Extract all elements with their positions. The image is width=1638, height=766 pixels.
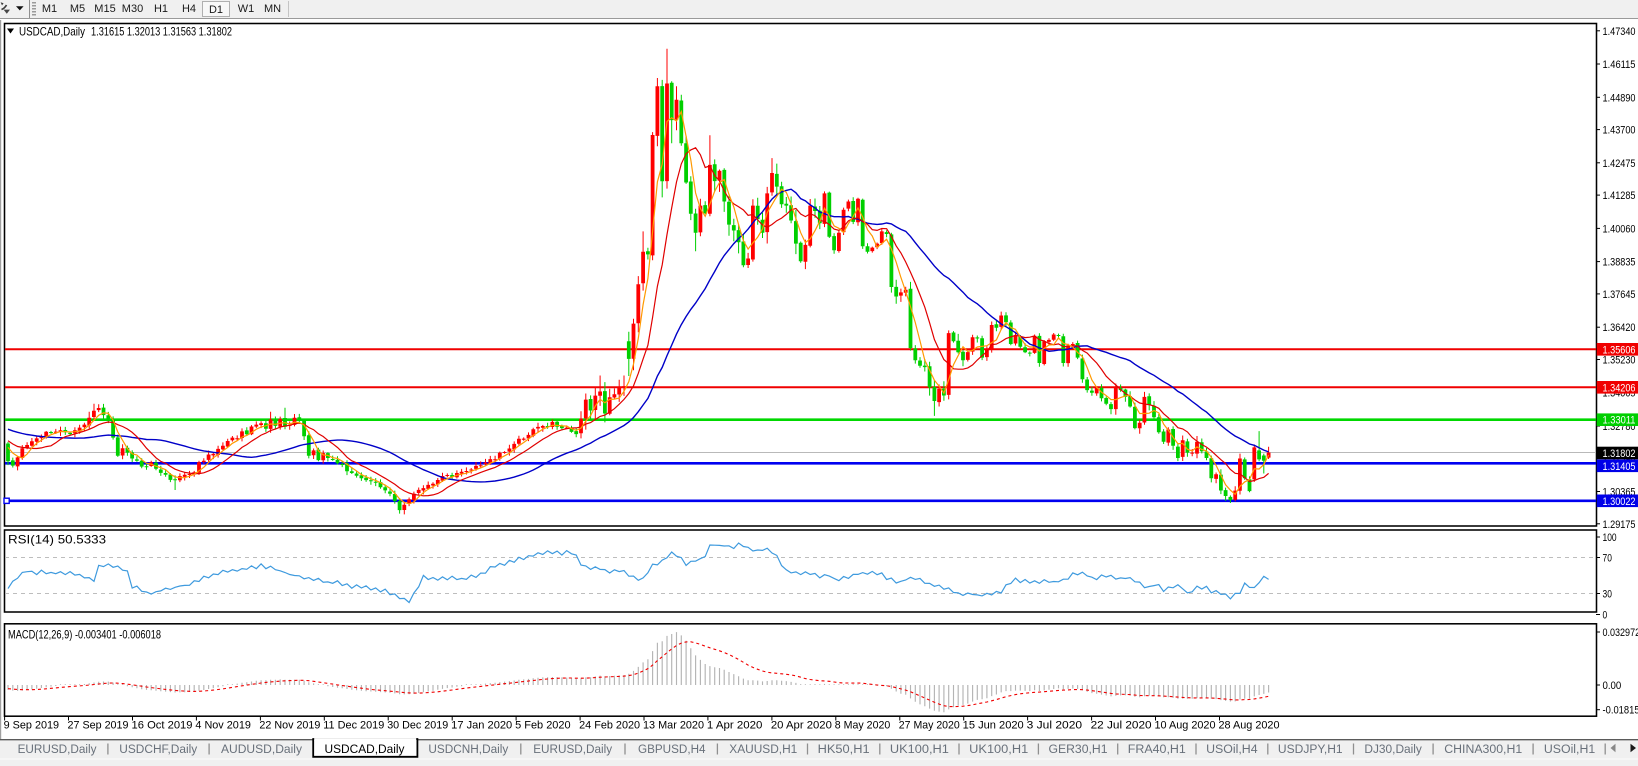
svg-text:1.31405: 1.31405 (1603, 461, 1636, 473)
svg-text:USOil,H4: USOil,H4 (1206, 742, 1258, 756)
svg-text:1.31615 1.32013 1.31563 1.3180: 1.31615 1.32013 1.31563 1.31802 (91, 24, 232, 38)
svg-text:RSI(14) 50.5333: RSI(14) 50.5333 (8, 533, 106, 547)
svg-text:27 Sep 2019: 27 Sep 2019 (68, 720, 129, 732)
svg-text:EURUSD,Daily: EURUSD,Daily (18, 742, 98, 756)
svg-text:USDJPY,H1: USDJPY,H1 (1278, 742, 1343, 756)
svg-text:16 Oct 2019: 16 Oct 2019 (132, 720, 193, 732)
svg-text:11 Dec 2019: 11 Dec 2019 (323, 720, 384, 732)
svg-text:HK50,H1: HK50,H1 (818, 742, 870, 756)
svg-text:MACD(12,26,9) -0.003401 -0.006: MACD(12,26,9) -0.003401 -0.006018 (8, 628, 161, 642)
svg-text:GER30,H1: GER30,H1 (1049, 742, 1108, 756)
svg-text:-0.018154: -0.018154 (1603, 705, 1638, 717)
svg-text:DJ30,Daily: DJ30,Daily (1364, 742, 1422, 756)
svg-text:1.38835: 1.38835 (1603, 257, 1636, 269)
svg-text:0.032972: 0.032972 (1603, 627, 1638, 639)
svg-text:3 Jul 2020: 3 Jul 2020 (1027, 720, 1083, 732)
svg-text:8 May 2020: 8 May 2020 (835, 720, 891, 732)
svg-text:1.31802: 1.31802 (1603, 448, 1636, 460)
svg-text:4 Nov 2019: 4 Nov 2019 (195, 720, 251, 732)
svg-text:USDCAD,Daily: USDCAD,Daily (325, 742, 406, 756)
svg-text:22 Nov 2019: 22 Nov 2019 (259, 720, 320, 732)
svg-text:1.47340: 1.47340 (1603, 26, 1636, 38)
svg-text:9 Sep 2019: 9 Sep 2019 (4, 720, 60, 732)
svg-text:FRA40,H1: FRA40,H1 (1128, 742, 1186, 756)
svg-text:70: 70 (1603, 553, 1612, 565)
svg-text:30: 30 (1603, 589, 1612, 601)
svg-text:24 Feb 2020: 24 Feb 2020 (579, 720, 640, 732)
svg-text:AUDUSD,Daily: AUDUSD,Daily (221, 742, 303, 756)
svg-text:1.33011: 1.33011 (1603, 415, 1636, 427)
svg-text:1.40060: 1.40060 (1603, 223, 1636, 235)
svg-text:20 Apr 2020: 20 Apr 2020 (771, 720, 832, 732)
svg-text:USDCAD,Daily: USDCAD,Daily (19, 24, 85, 38)
svg-text:1.34206: 1.34206 (1603, 382, 1636, 394)
svg-text:XAUUSD,H1: XAUUSD,H1 (729, 742, 797, 756)
svg-text:15 Jun 2020: 15 Jun 2020 (963, 720, 1024, 732)
svg-text:UK100,H1: UK100,H1 (890, 742, 949, 756)
svg-text:1.44890: 1.44890 (1603, 92, 1636, 104)
svg-text:1.41285: 1.41285 (1603, 190, 1636, 202)
svg-text:5 Feb 2020: 5 Feb 2020 (515, 720, 571, 732)
svg-text:0: 0 (1603, 610, 1608, 622)
svg-text:10 Aug 2020: 10 Aug 2020 (1155, 720, 1216, 732)
svg-text:1 Apr 2020: 1 Apr 2020 (707, 720, 763, 732)
svg-text:1.30022: 1.30022 (1603, 496, 1636, 508)
svg-text:USDCHF,Daily: USDCHF,Daily (119, 742, 198, 756)
svg-text:0.00: 0.00 (1603, 680, 1622, 692)
svg-text:1.43700: 1.43700 (1603, 125, 1636, 137)
svg-text:27 May 2020: 27 May 2020 (899, 720, 960, 732)
svg-text:30 Dec 2019: 30 Dec 2019 (387, 720, 448, 732)
svg-text:1.42475: 1.42475 (1603, 158, 1636, 170)
svg-text:CHINA300,H1: CHINA300,H1 (1444, 742, 1522, 756)
svg-text:UK100,H1: UK100,H1 (969, 742, 1028, 756)
svg-text:1.36420: 1.36420 (1603, 322, 1636, 334)
svg-text:17 Jan 2020: 17 Jan 2020 (451, 720, 512, 732)
svg-text:13 Mar 2020: 13 Mar 2020 (643, 720, 704, 732)
svg-text:1.35606: 1.35606 (1603, 344, 1636, 356)
svg-text:1.37645: 1.37645 (1603, 289, 1636, 301)
svg-text:USOil,H1: USOil,H1 (1544, 742, 1595, 756)
svg-text:1.35230: 1.35230 (1603, 355, 1636, 367)
svg-text:22 Jul 2020: 22 Jul 2020 (1091, 720, 1152, 732)
svg-text:1.46115: 1.46115 (1603, 59, 1636, 71)
svg-text:100: 100 (1603, 532, 1617, 544)
svg-text:1.29175: 1.29175 (1603, 519, 1636, 531)
svg-text:28 Aug 2020: 28 Aug 2020 (1219, 720, 1280, 732)
svg-text:EURUSD,Daily: EURUSD,Daily (533, 742, 613, 756)
svg-text:USDCNH,Daily: USDCNH,Daily (428, 742, 509, 756)
svg-text:GBPUSD,H4: GBPUSD,H4 (638, 742, 706, 756)
